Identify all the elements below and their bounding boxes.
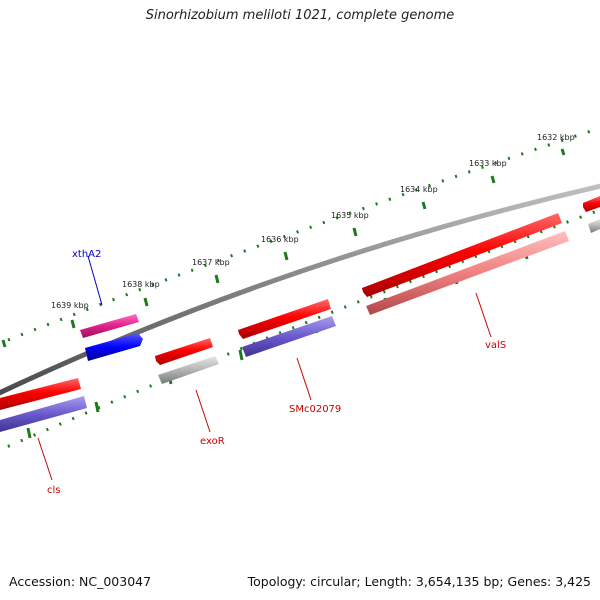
feature-SMc02079[interactable] xyxy=(238,299,331,339)
gene-label-valS: valS xyxy=(485,340,506,351)
feature-cls[interactable] xyxy=(0,378,81,410)
feature-xthA2[interactable] xyxy=(80,314,139,338)
map-title: Sinorhizobium meliloti 1021, complete ge… xyxy=(145,8,455,23)
accession-text: Accession: NC_003047 xyxy=(9,574,152,589)
kbp-label: 1633 kbp xyxy=(469,159,507,168)
kbp-label: 1635 kbp xyxy=(331,211,369,220)
outer-major-ticks xyxy=(1,148,566,348)
kbp-label: 1638 kbp xyxy=(122,280,160,289)
feature-cls-cds[interactable] xyxy=(0,396,87,432)
feature-exoR[interactable] xyxy=(155,338,213,365)
kbp-label: 1632 kbp xyxy=(537,133,575,142)
label-leader-lines xyxy=(37,255,492,481)
gene-label-xthA2: xthA2 xyxy=(72,249,101,260)
genome-info-text: Topology: circular; Length: 3,654,135 bp… xyxy=(247,574,591,589)
feature-xthA2-cds[interactable] xyxy=(85,333,143,361)
kbp-label: 1634 kbp xyxy=(400,185,438,194)
genome-backbone xyxy=(0,183,600,396)
kbp-label: 1637 kbp xyxy=(192,258,230,267)
inner-tick-ring xyxy=(0,208,600,452)
feature-valS-cds[interactable] xyxy=(366,231,569,315)
feature-exoR-cds[interactable] xyxy=(158,356,219,384)
gene-labels: xthA2 exoR SMc02079 valS cls xyxy=(47,249,506,496)
gene-label-exoR: exoR xyxy=(200,436,225,447)
gene-label-cls: cls xyxy=(47,485,61,496)
kbp-label: 1636 kbp xyxy=(261,235,299,244)
feature-right-edge[interactable] xyxy=(583,196,600,233)
feature-SMc02079-cds[interactable] xyxy=(242,316,336,357)
feature-valS[interactable] xyxy=(362,213,562,297)
kbp-label: 1639 kbp xyxy=(51,301,89,310)
gene-label-SMc02079: SMc02079 xyxy=(289,404,341,415)
kbp-labels: 1632 kbp 1633 kbp 1634 kbp 1635 kbp 1636… xyxy=(51,133,575,310)
